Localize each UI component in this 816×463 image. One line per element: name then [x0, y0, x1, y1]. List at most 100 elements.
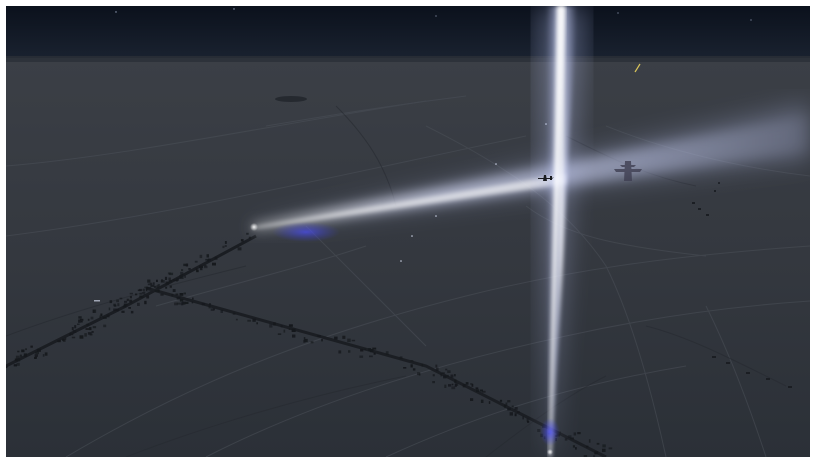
village-building	[142, 292, 146, 295]
village-building	[175, 293, 179, 296]
village-building	[188, 268, 191, 270]
village-building	[6, 365, 8, 369]
village-building	[71, 336, 76, 339]
village-building	[247, 319, 251, 322]
village-building	[480, 399, 484, 403]
village-building	[119, 297, 123, 300]
village-building	[577, 432, 581, 435]
village-building	[154, 290, 158, 292]
village-building	[594, 451, 599, 455]
village-building	[359, 355, 364, 358]
village-building	[288, 324, 293, 327]
village-building	[139, 292, 142, 295]
village-building	[176, 297, 181, 300]
village-building	[179, 298, 184, 302]
village-building	[35, 351, 39, 355]
village-building	[145, 287, 148, 291]
searchlight-ground-glow-2	[540, 418, 560, 446]
village-building	[135, 293, 138, 296]
village-building	[117, 303, 120, 307]
village-building	[342, 335, 346, 339]
village-building	[304, 338, 308, 343]
village-building	[165, 281, 170, 285]
terrain-shadow-lines	[6, 105, 787, 457]
village-building	[399, 356, 403, 360]
village-building	[160, 293, 164, 296]
village-building	[106, 314, 110, 318]
village-building	[149, 282, 153, 286]
village-building	[194, 260, 198, 263]
village-building	[182, 301, 186, 305]
searchlight-source-2	[547, 449, 553, 455]
village-building	[451, 383, 454, 386]
village-building	[179, 277, 184, 279]
game-viewport[interactable]	[6, 6, 810, 457]
village-building	[44, 352, 48, 356]
village-building	[373, 352, 376, 355]
village-building	[435, 364, 438, 368]
village-building	[79, 335, 84, 339]
village-building	[347, 338, 351, 343]
village-building	[185, 263, 189, 267]
village-building	[462, 384, 466, 388]
village-building	[152, 282, 155, 285]
village-building	[113, 308, 117, 312]
village-building	[321, 338, 323, 342]
village-building	[310, 341, 314, 344]
village-building	[87, 318, 90, 321]
village-building	[445, 368, 448, 371]
village-building	[509, 412, 513, 416]
village-building	[205, 258, 209, 261]
village-building	[124, 300, 128, 303]
village-building	[172, 279, 175, 281]
village-building	[180, 271, 184, 275]
village-building	[62, 338, 65, 341]
village-building	[499, 399, 503, 402]
village-building	[507, 400, 511, 403]
village-building	[204, 264, 207, 267]
village-building	[470, 383, 473, 385]
village-building	[583, 455, 588, 457]
village-building	[160, 280, 165, 283]
village-building	[248, 236, 252, 240]
village-building	[129, 292, 133, 295]
village-building	[137, 289, 142, 292]
village-building	[602, 448, 606, 452]
village-building	[184, 301, 189, 304]
village-building	[191, 301, 194, 304]
village-building	[157, 284, 160, 287]
aircraft-shadow-icon	[614, 161, 642, 181]
village-building	[171, 293, 174, 297]
village-building	[30, 345, 33, 348]
village-building	[179, 293, 184, 296]
village-building	[596, 442, 600, 445]
village-building	[410, 360, 414, 362]
village-building	[199, 266, 203, 271]
village-building	[440, 373, 442, 377]
village-building	[85, 328, 90, 330]
village-building	[150, 284, 155, 287]
village-building	[450, 374, 454, 378]
village-building	[167, 272, 171, 275]
village-building	[86, 323, 90, 326]
airplane-silhouette-icon[interactable]	[538, 175, 554, 181]
village-building	[291, 328, 296, 332]
village-building	[209, 303, 211, 306]
village-building	[338, 350, 342, 354]
village-building	[385, 351, 389, 355]
village-building	[448, 384, 452, 387]
village-building	[465, 382, 469, 385]
vertical-searchlight-beam	[536, 6, 588, 457]
village-building	[568, 435, 572, 439]
village-building	[183, 292, 186, 295]
village-building	[74, 325, 77, 329]
village-building	[476, 389, 480, 392]
village-building	[573, 432, 577, 436]
village-building	[128, 307, 131, 309]
village-building	[59, 339, 61, 342]
village-building	[113, 303, 116, 307]
village-building	[23, 353, 27, 357]
village-building	[210, 308, 214, 311]
village-building	[181, 269, 184, 271]
village-building	[292, 334, 296, 338]
